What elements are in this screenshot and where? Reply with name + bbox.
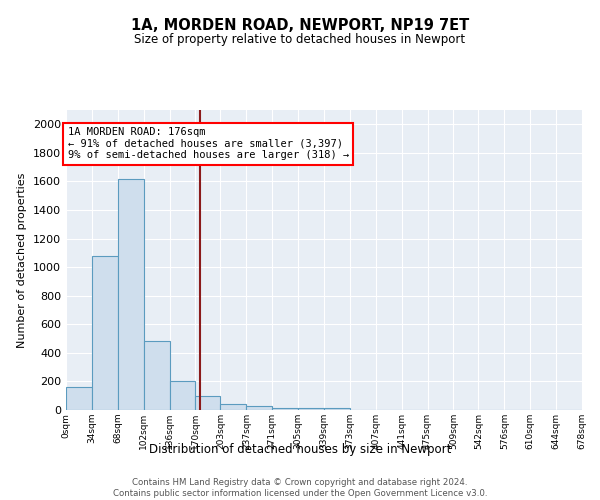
Bar: [92, 256, 118, 410]
Bar: [143, 342, 170, 410]
Bar: [196, 396, 220, 410]
Text: 1A MORDEN ROAD: 176sqm
← 91% of detached houses are smaller (3,397)
9% of semi-d: 1A MORDEN ROAD: 176sqm ← 91% of detached…: [68, 127, 349, 160]
Y-axis label: Number of detached properties: Number of detached properties: [17, 172, 28, 348]
Bar: [247, 406, 272, 410]
Bar: [220, 404, 247, 410]
Text: 1A, MORDEN ROAD, NEWPORT, NP19 7ET: 1A, MORDEN ROAD, NEWPORT, NP19 7ET: [131, 18, 469, 32]
Bar: [170, 382, 196, 410]
Bar: [118, 178, 143, 410]
Bar: [272, 408, 298, 410]
Text: Size of property relative to detached houses in Newport: Size of property relative to detached ho…: [134, 32, 466, 46]
Bar: [298, 408, 324, 410]
Text: Distribution of detached houses by size in Newport: Distribution of detached houses by size …: [149, 444, 451, 456]
Text: Contains HM Land Registry data © Crown copyright and database right 2024.
Contai: Contains HM Land Registry data © Crown c…: [113, 478, 487, 498]
Bar: [66, 387, 92, 410]
Bar: [324, 408, 350, 410]
